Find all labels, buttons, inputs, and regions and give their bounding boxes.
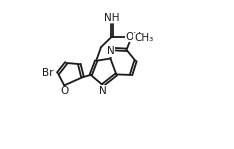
Text: O: O — [60, 86, 69, 96]
Text: NH: NH — [104, 13, 120, 23]
Text: N: N — [99, 86, 106, 96]
Text: CH₃: CH₃ — [134, 33, 153, 43]
Text: N: N — [106, 46, 114, 56]
Text: Br: Br — [42, 68, 53, 78]
Text: OH: OH — [126, 32, 142, 42]
